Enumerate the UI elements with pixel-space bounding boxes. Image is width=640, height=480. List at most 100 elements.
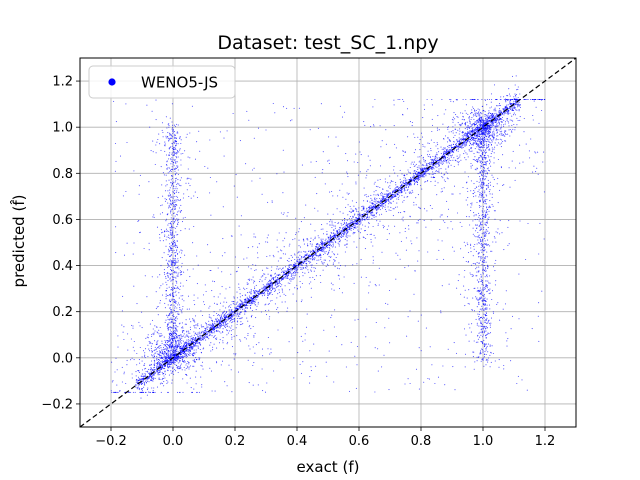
- scatter-point: [213, 336, 216, 338]
- scatter-point: [175, 246, 177, 248]
- scatter-point: [442, 153, 444, 155]
- scatter-point: [357, 214, 359, 216]
- scatter-point: [171, 251, 173, 254]
- scatter-point: [230, 318, 232, 320]
- scatter-point: [427, 180, 429, 182]
- scatter-point: [220, 315, 222, 317]
- scatter-point: [174, 291, 176, 294]
- scatter-point: [225, 316, 227, 318]
- scatter-point: [170, 269, 173, 271]
- scatter-point: [142, 380, 144, 383]
- scatter-point: [164, 198, 166, 200]
- scatter-point: [322, 228, 324, 230]
- scatter-point: [222, 337, 224, 339]
- scatter-point: [290, 269, 292, 271]
- scatter-point: [244, 337, 246, 339]
- scatter-point: [216, 317, 218, 319]
- scatter-point: [316, 262, 318, 265]
- scatter-point: [354, 213, 356, 215]
- scatter-point: [216, 312, 218, 315]
- scatter-point: [164, 190, 167, 192]
- scatter-point: [140, 378, 143, 380]
- scatter-point: [237, 313, 239, 315]
- scatter-point: [179, 136, 181, 138]
- scatter-point: [377, 223, 379, 225]
- scatter-point: [508, 93, 511, 95]
- scatter-point: [171, 130, 174, 132]
- scatter-point: [336, 208, 338, 210]
- scatter-point: [281, 279, 283, 281]
- scatter-point: [516, 103, 518, 105]
- scatter-point: [172, 262, 174, 264]
- scatter-point: [507, 113, 509, 115]
- scatter-point: [174, 254, 176, 256]
- scatter-point: [295, 233, 297, 236]
- scatter-point: [146, 379, 148, 381]
- scatter-point: [168, 322, 170, 324]
- scatter-point: [171, 152, 173, 154]
- scatter-point: [222, 305, 224, 307]
- scatter-point: [169, 278, 171, 280]
- scatter-point: [172, 200, 174, 202]
- scatter-point: [261, 287, 263, 289]
- scatter-point: [297, 252, 299, 254]
- scatter-point: [174, 137, 176, 139]
- scatter-point: [382, 203, 385, 205]
- scatter-point: [363, 213, 365, 215]
- scatter-point: [410, 182, 412, 184]
- scatter-point: [170, 254, 173, 256]
- scatter-point: [315, 252, 317, 254]
- scatter-point: [405, 180, 407, 182]
- scatter-point: [169, 249, 171, 251]
- scatter-point: [470, 150, 472, 152]
- scatter-point: [159, 302, 161, 304]
- scatter-point: [417, 173, 419, 175]
- scatter-point: [273, 277, 275, 279]
- scatter-point: [173, 262, 175, 264]
- scatter-point: [266, 291, 269, 293]
- scatter-point: [425, 170, 427, 172]
- scatter-point: [163, 358, 165, 360]
- scatter-point: [419, 156, 421, 158]
- scatter-point: [415, 171, 418, 173]
- scatter-point: [187, 156, 189, 158]
- scatter-point: [174, 168, 176, 170]
- scatter-point: [413, 201, 415, 203]
- scatter-point: [248, 299, 250, 301]
- scatter-point: [517, 96, 519, 99]
- scatter-point: [386, 196, 388, 198]
- scatter-point: [301, 263, 303, 265]
- scatter-point: [514, 107, 516, 109]
- scatter-point: [478, 148, 480, 150]
- scatter-point: [506, 106, 508, 108]
- scatter-point: [170, 227, 172, 229]
- scatter-point: [176, 307, 178, 309]
- scatter-point: [456, 158, 458, 160]
- scatter-point: [215, 327, 217, 329]
- scatter-point: [176, 161, 178, 163]
- scatter-point: [308, 271, 310, 273]
- scatter-point: [400, 189, 402, 191]
- scatter-point: [379, 220, 381, 222]
- scatter-point: [458, 139, 460, 141]
- scatter-point: [234, 314, 236, 316]
- scatter-point: [154, 361, 156, 363]
- scatter-point: [168, 265, 170, 267]
- scatter-point: [232, 312, 234, 314]
- scatter-point: [331, 236, 333, 238]
- scatter-point: [460, 159, 462, 161]
- scatter-point: [176, 250, 178, 252]
- scatter-point: [467, 140, 469, 142]
- scatter-point: [152, 373, 154, 375]
- scatter-point: [279, 283, 281, 285]
- scatter-point: [169, 358, 171, 360]
- scatter-point: [354, 219, 356, 221]
- scatter-point: [399, 178, 401, 180]
- scatter-point: [229, 311, 231, 313]
- scatter-point: [188, 363, 190, 365]
- scatter-point: [155, 363, 157, 365]
- scatter-point: [342, 223, 345, 225]
- scatter-point: [332, 229, 335, 231]
- scatter-point: [315, 246, 317, 248]
- scatter-point: [409, 192, 411, 195]
